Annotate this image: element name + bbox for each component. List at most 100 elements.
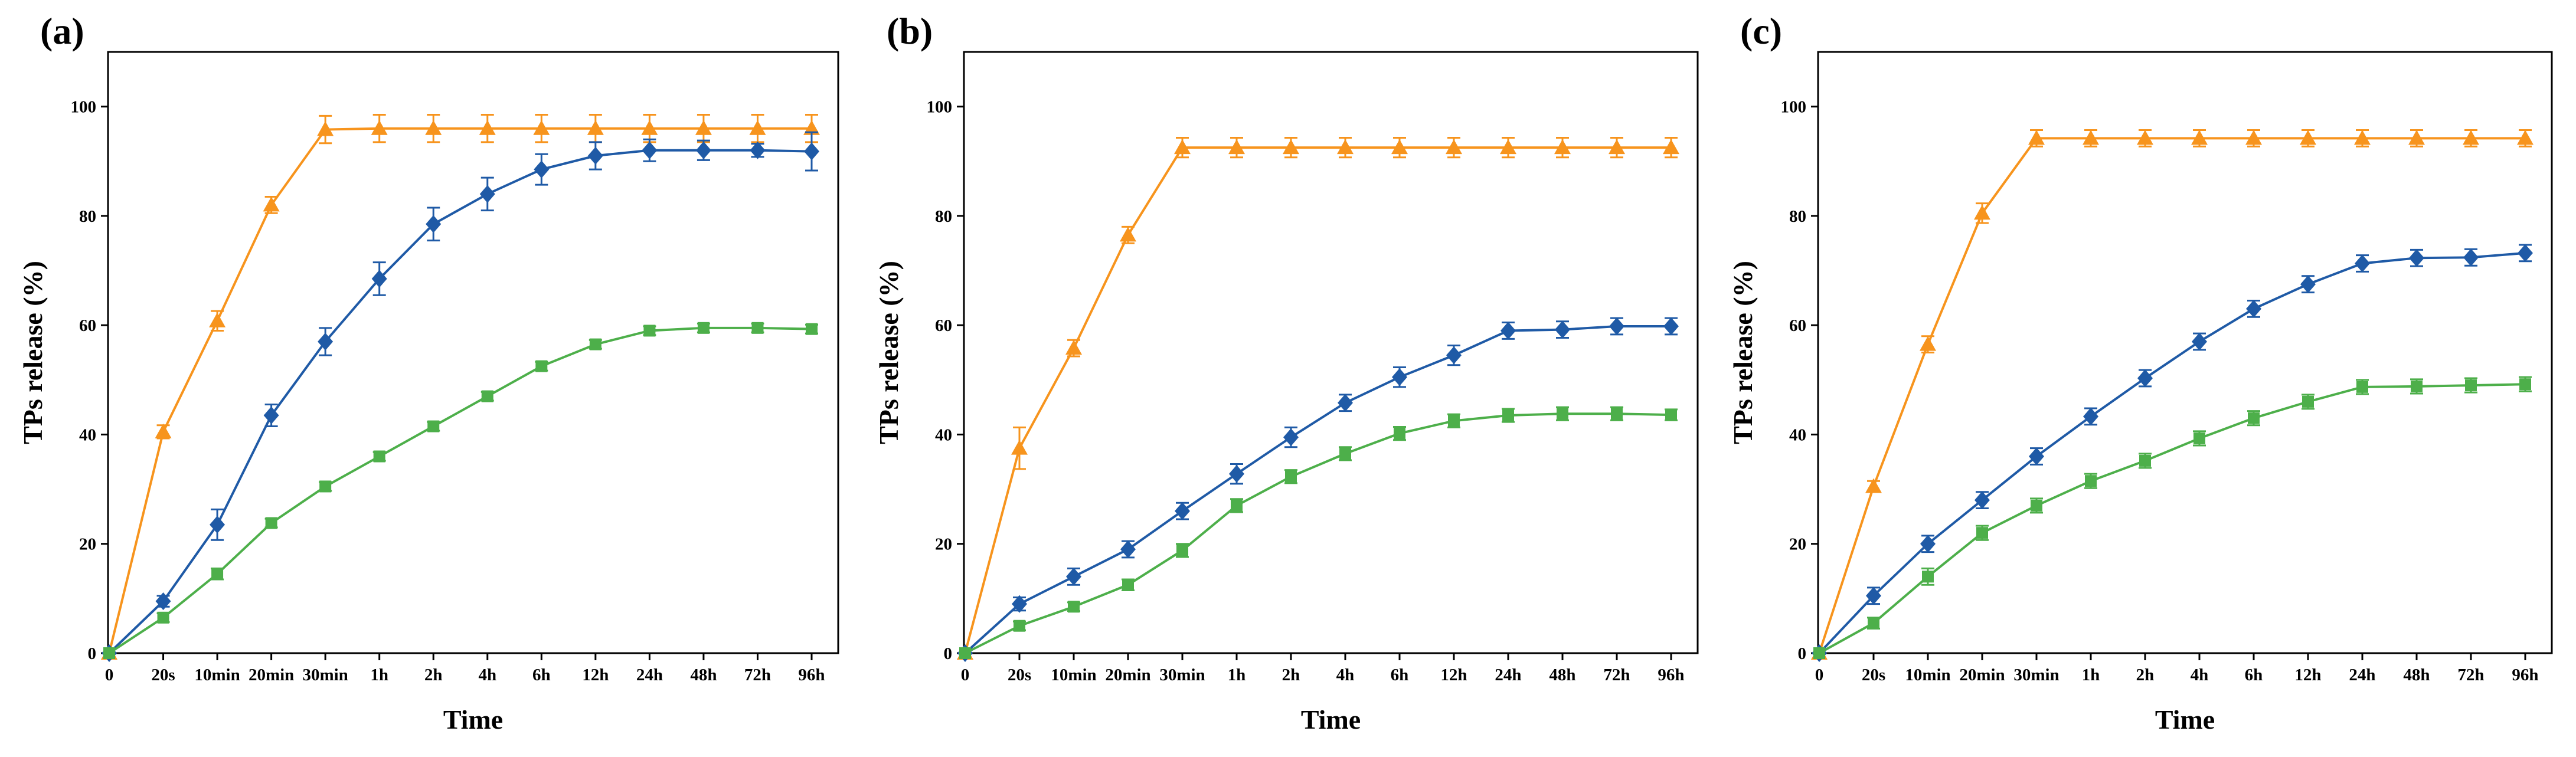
- x-tick-label: 2h: [424, 666, 443, 684]
- data-point: [1975, 491, 1990, 509]
- data-point: [1665, 409, 1677, 421]
- data-point: [2192, 332, 2207, 350]
- data-point: [1392, 368, 1407, 386]
- data-point: [804, 142, 819, 160]
- data-point: [2245, 130, 2262, 145]
- data-point: [1609, 317, 1624, 336]
- x-tick-label: 0: [1815, 666, 1824, 684]
- x-tick-label: 20s: [151, 666, 175, 684]
- data-point: [318, 332, 334, 350]
- data-point: [2029, 447, 2044, 466]
- chart-panel-3: (c) 0 20 40 60 80 100 0 20s 10min 20min 30min 1h 2h 4h…: [1728, 10, 2553, 735]
- data-point: [1502, 409, 1514, 422]
- data-point: [2031, 499, 2042, 512]
- data-point: [1500, 139, 1516, 155]
- x-tick-label: 1h: [2082, 666, 2100, 684]
- data-point: [103, 647, 115, 659]
- y-tick-label: 0: [88, 644, 97, 663]
- data-point: [481, 390, 493, 402]
- series-line-blue: [108, 149, 812, 654]
- data-point: [1920, 535, 1936, 553]
- data-point: [1663, 139, 1679, 155]
- x-tick-label: 20s: [1008, 666, 1031, 684]
- y-tick-label: 100: [927, 98, 953, 117]
- x-tick-label: 0: [105, 666, 114, 684]
- x-tick-label: 72h: [744, 666, 771, 684]
- y-tick-label: 80: [79, 207, 96, 226]
- x-tick-label: 30min: [302, 666, 348, 684]
- y-tick-label: 40: [935, 425, 952, 444]
- data-point: [155, 423, 172, 438]
- y-axis-title: TPs release (%): [1728, 261, 1758, 444]
- series-line-orange: [108, 127, 812, 654]
- series-orange: [1811, 129, 2533, 660]
- data-point: [589, 338, 601, 350]
- panel-label: (b): [887, 10, 933, 52]
- x-tick-label: 20min: [1105, 666, 1150, 684]
- data-point: [806, 323, 818, 335]
- data-point: [2356, 381, 2368, 393]
- data-point: [2248, 412, 2260, 424]
- y-tick-label: 60: [79, 316, 96, 335]
- y-tick-label: 80: [1789, 207, 1806, 226]
- data-point: [157, 611, 169, 624]
- data-point: [1229, 465, 1244, 483]
- x-tick-label: 2h: [1282, 666, 1300, 684]
- data-point: [587, 147, 603, 165]
- data-point: [1011, 440, 1028, 455]
- data-point: [1448, 415, 1460, 427]
- x-tick-label: 6h: [1391, 666, 1409, 684]
- data-point: [2519, 378, 2531, 391]
- data-point: [2354, 130, 2371, 145]
- x-tick-label: 96h: [1658, 666, 1684, 684]
- x-tick-label: 10min: [194, 666, 240, 684]
- data-point: [751, 322, 764, 334]
- series-blue: [1812, 244, 2533, 662]
- series-green: [103, 322, 818, 659]
- data-point: [1394, 427, 1405, 440]
- data-point: [750, 141, 766, 159]
- y-tick-label: 40: [1789, 425, 1806, 444]
- series-line-green: [1819, 383, 2526, 654]
- data-point: [695, 141, 711, 159]
- x-tick-label: 2h: [2136, 666, 2155, 684]
- data-point: [534, 160, 550, 179]
- y-tick-label: 100: [71, 98, 97, 117]
- data-point: [1922, 571, 1934, 583]
- data-point: [1555, 320, 1570, 339]
- x-tick-label: 72h: [2457, 666, 2484, 684]
- x-tick-label: 0: [961, 666, 970, 684]
- data-point: [1012, 595, 1027, 613]
- data-point: [479, 120, 496, 135]
- y-tick-label: 40: [79, 425, 96, 444]
- x-axis-title: Time: [2155, 704, 2215, 735]
- y-tick-label: 60: [1789, 316, 1806, 335]
- data-point: [2465, 379, 2477, 392]
- panel-label: (c): [1740, 10, 1782, 52]
- x-tick-label: 24h: [1495, 666, 1521, 684]
- y-tick-label: 20: [935, 535, 952, 554]
- data-point: [2085, 475, 2097, 487]
- data-point: [1446, 346, 1462, 365]
- series-line-green: [965, 412, 1672, 654]
- data-point: [2408, 130, 2425, 145]
- data-point: [155, 592, 171, 610]
- x-tick-label: 48h: [2403, 666, 2430, 684]
- data-point: [371, 270, 387, 288]
- data-point: [371, 120, 388, 135]
- data-point: [1446, 139, 1462, 155]
- data-point: [1554, 139, 1571, 155]
- x-tick-label: 48h: [690, 666, 717, 684]
- series-line-blue: [964, 325, 1671, 654]
- data-point: [959, 647, 971, 659]
- data-point: [1228, 139, 1245, 155]
- y-tick-label: 20: [1789, 535, 1806, 554]
- x-tick-label: 96h: [798, 666, 825, 684]
- x-tick-label: 24h: [2349, 666, 2375, 684]
- data-point: [533, 120, 550, 135]
- chart-panel-1: (a) 0 20 40 60 80 100 0 20s 10min 20min 30min 1h 2h 4h…: [18, 10, 839, 735]
- data-point: [642, 141, 658, 159]
- x-tick-label: 72h: [1603, 666, 1630, 684]
- data-point: [1014, 620, 1025, 632]
- data-point: [2137, 130, 2153, 145]
